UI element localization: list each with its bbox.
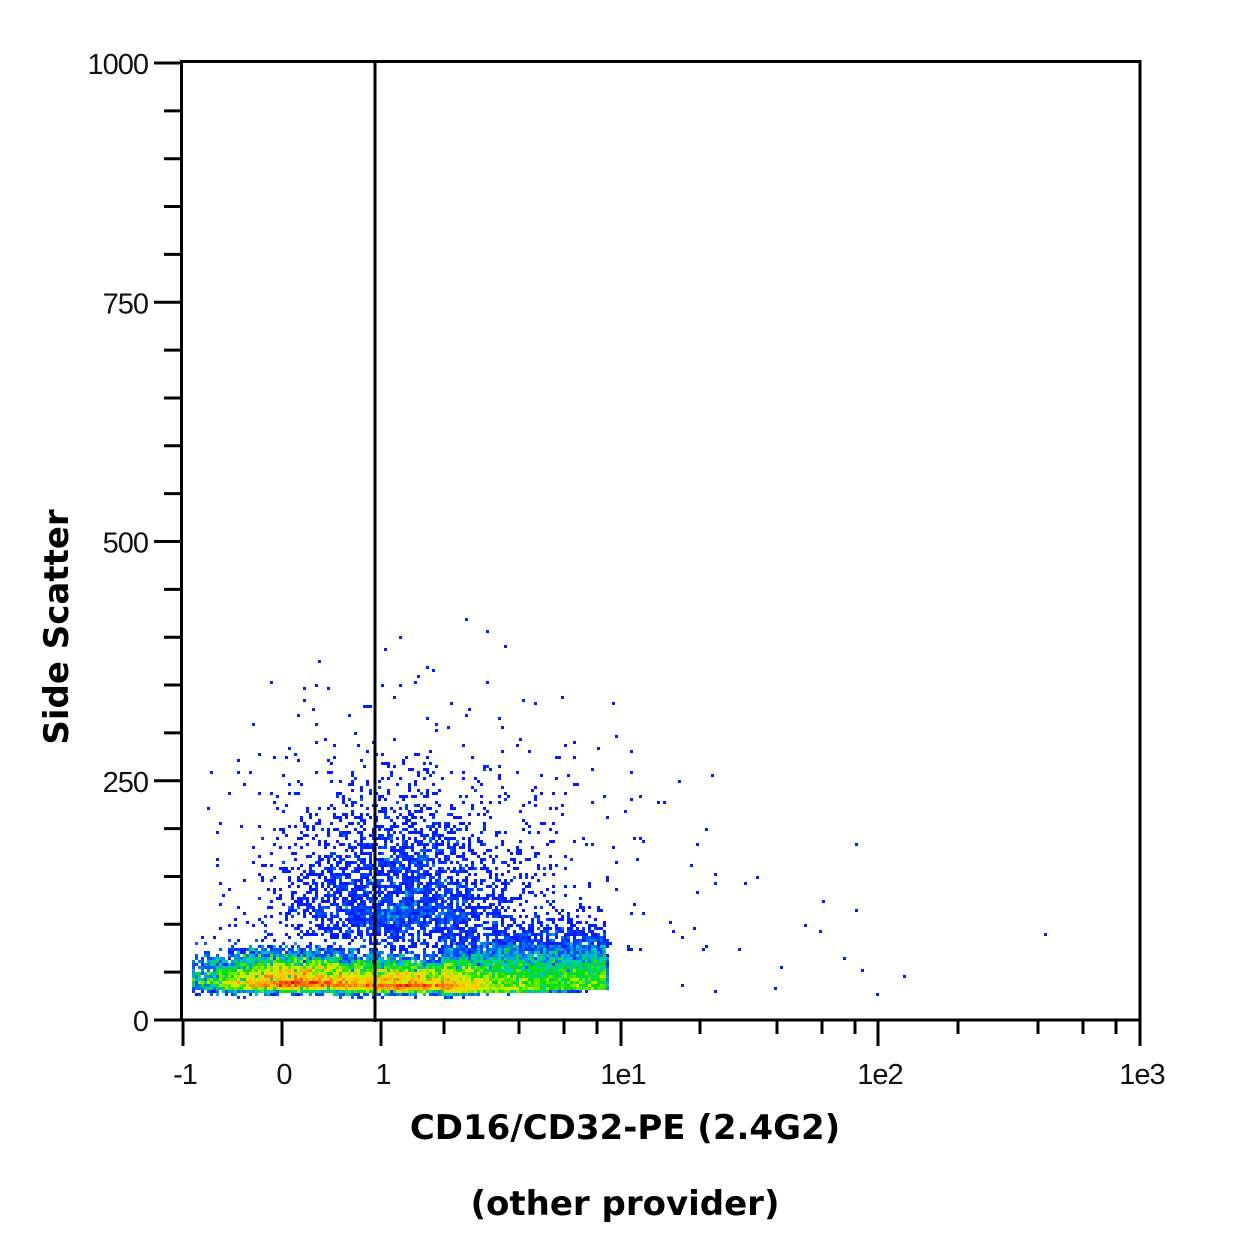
y-axis-title: Side Scatter [37,509,77,745]
y-tick-label: 1000 [87,49,148,81]
x-tick-label: 1e2 [857,1059,902,1091]
x-tick-label: 1 [375,1059,390,1091]
x-tick-label: 1e1 [600,1059,645,1091]
density-dot-plot-area [183,63,1140,1020]
y-tick-label: 250 [103,767,148,799]
y-tick-label: 750 [103,288,148,320]
x-tick-label: 1e3 [1119,1059,1164,1091]
x-tick-label: -1 [173,1059,197,1091]
x-axis-subtitle: (other provider) [470,1184,780,1224]
x-tick-label: 0 [276,1059,291,1091]
x-axis-title: CD16/CD32-PE (2.4G2) [409,1108,841,1148]
plot-frame [180,60,1142,1022]
y-tick-label: 500 [103,528,148,560]
y-tick-label: 0 [133,1006,148,1038]
